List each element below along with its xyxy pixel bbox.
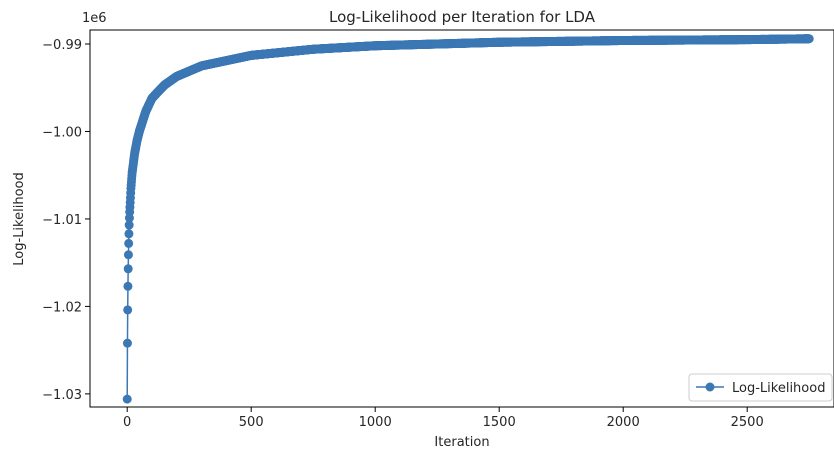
data-point	[123, 264, 133, 274]
axis-ticks: 0 500 1000 1500 2000 2500 −1.03 −1.02 −1.01 −1.00…	[42, 38, 764, 430]
data-point	[124, 229, 134, 239]
y-tick-label: −0.99	[42, 38, 82, 53]
legend-box	[688, 373, 833, 402]
x-tick-label: 500	[239, 415, 264, 430]
data-point	[124, 238, 134, 248]
y-axis-label: Log-Likelihood	[12, 172, 27, 265]
y-axis-offset-label: 1e6	[82, 11, 107, 26]
legend-label: Log-Likelihood	[732, 381, 825, 396]
x-tick-label: 0	[123, 415, 131, 430]
chart-title: Log-Likelihood per Iteration for LDA	[329, 8, 596, 26]
x-axis-label: Iteration	[434, 435, 489, 450]
data-point	[124, 220, 134, 230]
data-point	[122, 338, 132, 348]
series-log-likelihood	[122, 34, 814, 404]
y-tick-label: −1.00	[42, 125, 82, 140]
legend: Log-Likelihood	[688, 373, 833, 402]
x-tick-label: 1500	[483, 415, 516, 430]
legend-marker-icon	[705, 382, 715, 392]
data-point	[123, 250, 133, 260]
x-tick-label: 2000	[607, 415, 640, 430]
data-point	[123, 305, 133, 315]
y-tick-label: −1.02	[42, 300, 82, 315]
x-tick-label: 1000	[359, 415, 392, 430]
data-point	[804, 34, 814, 44]
plot-frame	[89, 29, 834, 408]
x-tick-label: 2500	[731, 415, 764, 430]
y-tick-label: −1.01	[42, 213, 82, 228]
series-line	[126, 38, 810, 400]
data-point	[123, 281, 133, 291]
y-tick-label: −1.03	[42, 388, 82, 403]
data-point	[122, 394, 132, 404]
